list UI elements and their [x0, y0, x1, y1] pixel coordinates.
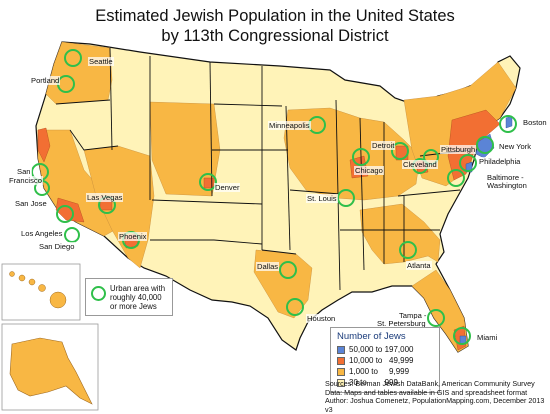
state-border-line	[213, 103, 283, 107]
great-lakes-region	[283, 107, 421, 201]
sources-line-3: Author: Joshua Comenetz, PopulationMappi…	[325, 396, 545, 414]
legend-title: Number of Jews	[337, 331, 406, 342]
urban-ring-nyc	[476, 136, 494, 154]
urban-ring-tampa	[427, 309, 445, 327]
urban-ring-houston	[286, 298, 304, 316]
city-label-francisco: Francisco	[8, 176, 43, 185]
title-line-1: Estimated Jewish Population in the Unite…	[95, 7, 455, 25]
urban-legend-text: Urban area with roughly 40,000 or more J…	[110, 284, 165, 311]
state-border-line	[151, 199, 263, 205]
city-label-denver: Denver	[214, 183, 241, 192]
legend-label-3: 1,000 to 9,999	[349, 367, 410, 376]
urban-ring-boston	[499, 115, 517, 133]
urban-legend-line-1: Urban area with	[110, 284, 166, 293]
state-border-line	[397, 189, 461, 197]
city-label-portland: Portland	[30, 76, 61, 85]
city-label-minneapolis: Minneapolis	[268, 121, 311, 130]
philadelphia-district	[465, 161, 473, 173]
city-label-los-angeles: Los Angeles	[20, 229, 64, 238]
city-label-san-diego: San Diego	[38, 242, 76, 251]
city-label-st-louis: St. Louis	[306, 194, 338, 203]
legend-swatch-2	[337, 357, 345, 365]
urban-ring-legend-icon	[91, 286, 106, 301]
state-border-line	[285, 105, 291, 251]
alaska-shape	[9, 337, 93, 405]
urban-ring-miami	[453, 327, 471, 345]
city-label-st-petersburg: St. Petersburg	[376, 319, 427, 328]
city-label-san: San	[16, 167, 32, 176]
hawaii-island	[9, 271, 15, 277]
city-label-tampa: Tampa -	[398, 311, 428, 320]
urban-ring-la	[56, 205, 74, 223]
urban-ring-detroit	[391, 142, 409, 160]
hawaii-inset-frame	[1, 263, 81, 321]
urban-ring-st-louis	[337, 189, 355, 207]
bin3-regions	[37, 41, 517, 353]
sources-line-2: Data: Maps and tables available in GIS a…	[325, 387, 528, 397]
city-label-phoenix: Phoenix	[118, 232, 148, 241]
city-label-philadelphia: Philadelphia	[478, 157, 522, 166]
sources-block: Sources: Berman Jewish DataBank, America…	[325, 379, 545, 414]
legend-swatch-1	[337, 346, 345, 354]
city-label-atlanta: Atlanta	[406, 261, 432, 270]
boston-district	[505, 115, 513, 129]
urban-ring-san-diego	[64, 227, 80, 243]
legend-swatch-3	[337, 368, 345, 376]
city-label-washington: Washington	[486, 181, 528, 190]
sf-bay-district	[37, 127, 51, 163]
population-legend: Number of Jews 50,000 to 197,000 10,000 …	[330, 327, 440, 393]
city-label-baltimore: Baltimore -	[486, 173, 525, 182]
urban-ring-washington	[447, 169, 465, 187]
urban-ring-dallas	[279, 261, 297, 279]
state-border-line	[55, 99, 111, 105]
map-title: Estimated Jewish Population in the Unite…	[0, 6, 550, 46]
legend-swatch-4	[337, 379, 345, 387]
state-border-line	[359, 117, 365, 271]
urban-area-legend: Urban area with roughly 40,000 or more J…	[85, 278, 173, 316]
legend-label-2: 10,000 to 49,999	[349, 356, 414, 365]
city-label-detroit: Detroit	[371, 141, 396, 150]
city-label-las-vegas: Las Vegas	[86, 193, 124, 202]
sources-line-1: Sources: Berman Jewish DataBank, America…	[325, 379, 535, 388]
hawaii-island	[18, 274, 26, 282]
la-district	[55, 197, 85, 223]
city-label-miami: Miami	[476, 333, 499, 342]
hawaii-island	[28, 278, 36, 286]
hawaii-islands	[9, 271, 67, 309]
legend-label-1: 50,000 to 197,000	[349, 345, 414, 354]
title-line-2: by 113th Congressional District	[161, 27, 389, 45]
urban-legend-line-3: or more Jews	[110, 302, 157, 311]
city-label-pittsburgh: Pittsburgh	[440, 145, 477, 154]
city-label-san-jose: San Jose	[14, 199, 48, 208]
state-border-line	[289, 189, 341, 195]
state-border-line	[209, 61, 213, 197]
urban-ring-atlanta	[399, 241, 417, 259]
state-border-line	[69, 129, 119, 151]
urban-legend-line-2: roughly 40,000	[110, 293, 162, 302]
denver-district	[203, 177, 215, 189]
city-label-houston: Houston	[306, 314, 337, 323]
city-label-chicago: Chicago	[354, 166, 384, 175]
state-border-line	[261, 249, 297, 255]
urban-ring-philadelphia	[459, 154, 477, 172]
hawaii-island	[38, 284, 46, 292]
urban-ring-chicago	[352, 148, 370, 166]
hawaii-island	[49, 291, 67, 309]
city-label-boston: Boston	[522, 118, 548, 127]
southeast-region	[359, 203, 441, 265]
legend-label-4: 30 to 999	[349, 378, 398, 387]
city-label-cleveland: Cleveland	[402, 160, 438, 169]
city-label-dallas: Dallas	[256, 262, 280, 271]
urban-ring-seattle	[64, 49, 82, 67]
urban-ring-denver	[199, 173, 217, 191]
city-label-new-york: New York	[498, 142, 533, 151]
city-label-seattle: Seattle	[88, 57, 114, 66]
state-border-line	[213, 239, 263, 245]
